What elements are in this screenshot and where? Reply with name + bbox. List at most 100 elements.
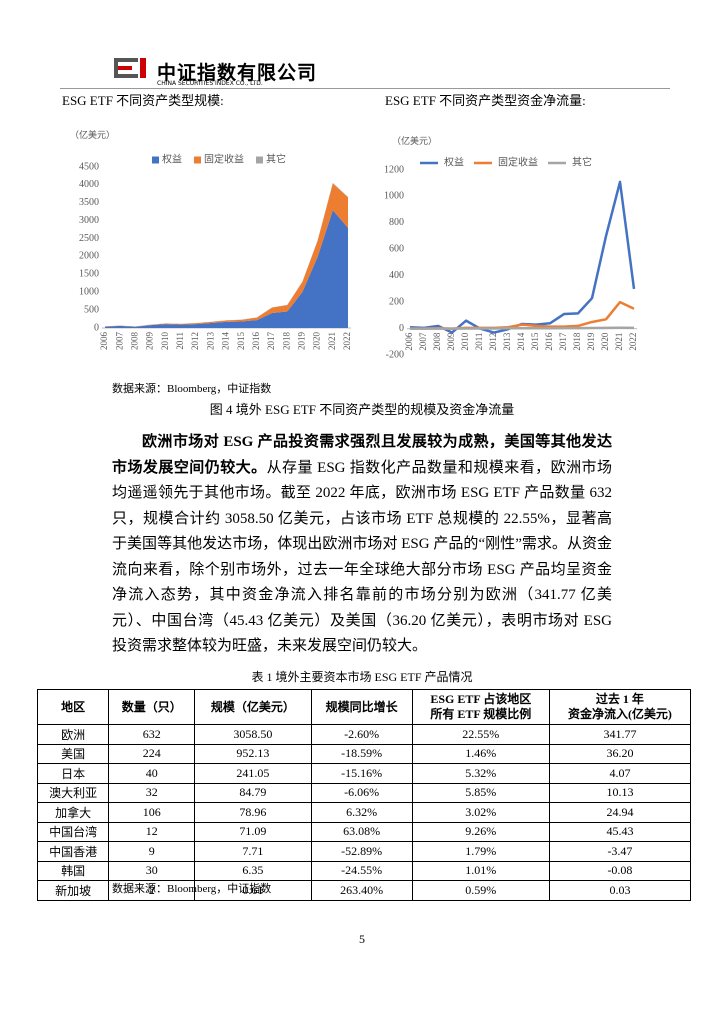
y-tick-label: 1000 xyxy=(79,287,99,298)
table-row: 中国香港 9 7.71 -52.89% 1.79% -3.47 xyxy=(36,841,692,862)
x-tick-label: 2010 xyxy=(160,332,170,351)
x-tick-label: 2022 xyxy=(628,333,638,351)
header-rule xyxy=(60,88,670,89)
table-cell: -52.89% xyxy=(310,841,413,862)
paragraph-text: 从存量 ESG 指数化产品数量和规模来看，欧洲市场均遥遥领先于其他市场。截至 2… xyxy=(112,459,612,655)
table-row: 新加坡 2 0.61 263.40% 0.59% 0.03 xyxy=(36,880,692,901)
table-cell: 952.13 xyxy=(194,743,312,764)
table-row: 中国台湾 12 71.09 63.08% 9.26% 45.43 xyxy=(36,821,692,842)
table-cell: 12 xyxy=(108,821,196,842)
table-cell: 5.32% xyxy=(411,763,550,784)
table-cell: 3058.50 xyxy=(194,724,312,745)
y-tick-label: 4500 xyxy=(79,161,99,172)
table-cell: -15.16% xyxy=(310,763,413,784)
y-tick-label: -200 xyxy=(386,349,404,360)
x-tick-label: 2014 xyxy=(516,332,526,351)
table: 地区 数量（只） 规模（亿美元） 规模同比增长 ESG ETF 占该地区 所有 ETF … xyxy=(36,689,692,901)
table-cell: 106 xyxy=(108,802,196,823)
table-cell: 欧洲 xyxy=(36,724,110,745)
x-tick-label: 2009 xyxy=(446,332,456,351)
y-tick-label: 3000 xyxy=(79,215,99,226)
table-cell: 加拿大 xyxy=(36,802,110,823)
table-cell: -6.06% xyxy=(310,782,413,803)
y-tick-label: 400 xyxy=(389,270,404,281)
figure-caption: 图 4 境外 ESG ETF 不同资产类型的规模及资金净流量 xyxy=(209,402,515,417)
table-cell: 日本 xyxy=(36,763,110,784)
table-cell: 36.20 xyxy=(548,743,692,764)
x-tick-label: 2015 xyxy=(236,332,246,351)
table-cell: 10.13 xyxy=(548,782,692,803)
x-tick-label: 2011 xyxy=(474,333,484,351)
table-cell: 84.79 xyxy=(194,782,312,803)
table-cell: 22.55% xyxy=(411,724,550,745)
y-tick-label: 1200 xyxy=(384,164,404,175)
figure-source: 数据来源：Bloomberg，中证指数 xyxy=(112,383,272,395)
table-cell: 241.05 xyxy=(194,763,312,784)
x-tick-label: 2007 xyxy=(114,332,124,351)
table-cell: 6.35 xyxy=(194,860,312,881)
table-caption: 表 1 境外主要资本市场 ESG ETF 产品情况 xyxy=(251,670,473,684)
table-cell: 韩国 xyxy=(36,860,110,881)
x-tick-label: 2010 xyxy=(460,332,470,351)
x-tick-label: 2008 xyxy=(432,332,442,351)
table-cell: 2 xyxy=(108,880,196,901)
x-tick-label: 2012 xyxy=(488,333,498,351)
logo-english: CHINA SECURITIES INDEX CO., LTD. xyxy=(157,80,263,87)
table-cell: 3.02% xyxy=(411,802,550,823)
y-tick-label: 600 xyxy=(389,244,404,255)
x-tick-label: 2018 xyxy=(572,332,582,351)
table-cell: 224 xyxy=(108,743,196,764)
x-tick-label: 2015 xyxy=(530,332,540,351)
x-tick-label: 2020 xyxy=(312,332,322,351)
x-tick-label: 2016 xyxy=(251,332,261,351)
legend-swatch xyxy=(194,156,201,164)
table-cell: -18.59% xyxy=(310,743,413,764)
line xyxy=(409,180,636,334)
x-tick-label: 2019 xyxy=(297,332,307,351)
column-header: ESG ETF 占该地区 所有 ETF 规模比例 xyxy=(411,689,550,725)
x-tick-label: 2006 xyxy=(99,332,109,351)
table-row: 欧洲 632 3058.50 -2.60% 22.55% 341.77 xyxy=(36,724,692,745)
y-tick-label: 3500 xyxy=(79,197,99,208)
table-cell: 263.40% xyxy=(310,880,413,901)
line xyxy=(410,326,635,330)
x-tick-label: 2006 xyxy=(404,332,414,351)
x-tick-label: 2014 xyxy=(221,332,231,351)
table-cell: 1.01% xyxy=(411,860,550,881)
x-tick-label: 2013 xyxy=(502,332,512,351)
y-tick-label: 2000 xyxy=(79,251,99,262)
table-row: 美国 224 952.13 -18.59% 1.46% 36.20 xyxy=(36,743,692,764)
table-cell: 0.61 xyxy=(194,880,312,901)
table-row: 日本 40 241.05 -15.16% 5.32% 4.07 xyxy=(36,763,692,784)
y-tick-label: 0 xyxy=(399,323,404,334)
chart-title: ESG ETF 不同资产类型资金净流量: xyxy=(385,93,586,108)
x-tick-label: 2009 xyxy=(145,332,155,351)
legend-label: 其它 xyxy=(572,155,592,168)
table-cell: 63.08% xyxy=(310,821,413,842)
table-cell: -0.08 xyxy=(548,860,692,881)
x-tick-label: 2021 xyxy=(327,332,337,350)
x-tick-label: 2017 xyxy=(266,332,276,351)
table-row: 韩国 30 6.35 -24.55% 1.01% -0.08 xyxy=(36,860,692,881)
table-row: 加拿大 106 78.96 6.32% 3.02% 24.94 xyxy=(36,802,692,823)
y-tick-label: 500 xyxy=(84,304,99,315)
legend-label: 权益 xyxy=(162,152,182,165)
x-tick-label: 2011 xyxy=(175,332,185,350)
table-source: 数据来源：Bloomberg，中证指数 xyxy=(112,883,272,895)
legend-label: 固定收益 xyxy=(498,155,538,168)
logo-icon xyxy=(114,58,146,78)
column-header: 地区 xyxy=(36,689,110,725)
y-tick-label: 800 xyxy=(389,217,404,228)
table-cell: 7.71 xyxy=(194,841,312,862)
table-cell: 78.96 xyxy=(194,802,312,823)
x-tick-label: 2007 xyxy=(418,332,428,351)
table-cell: 新加坡 xyxy=(36,880,110,901)
legend-swatch xyxy=(152,156,159,164)
column-header: 数量（只） xyxy=(108,689,196,725)
column-header: 规模同比增长 xyxy=(310,689,413,725)
table-cell: 6.32% xyxy=(310,802,413,823)
table-cell: -24.55% xyxy=(310,860,413,881)
paragraph: 欧洲市场对 ESG 产品投资需求强烈且发展较为成熟，美国等其他发达市场发展空间仍… xyxy=(112,430,612,660)
table-cell: 1.79% xyxy=(411,841,550,862)
